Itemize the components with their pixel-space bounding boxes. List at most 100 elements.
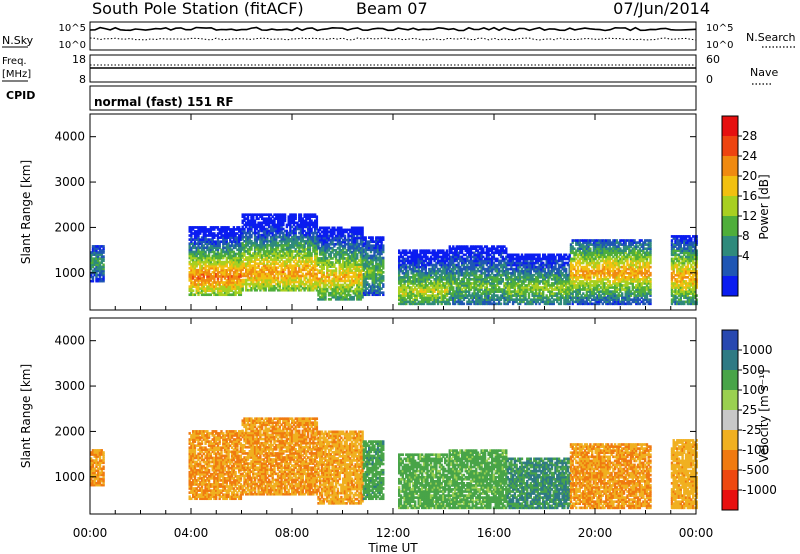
echo-cell: [283, 213, 287, 217]
echo-cell: [308, 239, 312, 243]
echo-cell: [215, 244, 218, 248]
echo-cell: [200, 242, 204, 246]
echo-cell: [296, 252, 299, 255]
echo-cell: [246, 272, 250, 276]
echo-cell: [252, 252, 255, 255]
echo-cell: [315, 235, 319, 239]
echo-cell: [245, 213, 248, 217]
echo-cell: [188, 287, 191, 290]
echo-cell: [241, 221, 244, 225]
echo-cell: [283, 262, 287, 266]
cpid-label: CPID: [6, 89, 35, 102]
echo-cell: [301, 272, 304, 276]
echo-cell: [218, 275, 221, 278]
echo-cell: [102, 245, 105, 248]
echo-cell: [306, 237, 310, 241]
echo-cell: [273, 213, 276, 217]
echo-cell: [299, 223, 303, 227]
echo-cell: [308, 235, 312, 239]
echo-cell: [322, 226, 325, 230]
echo-cell: [306, 239, 310, 243]
echo-cell: [238, 291, 241, 295]
echo-cell: [215, 273, 218, 276]
echo-cell: [320, 253, 324, 256]
echo-cell: [259, 286, 262, 290]
echo-cell: [209, 277, 213, 280]
echo-cell: [294, 217, 297, 221]
echo-cell: [222, 293, 225, 297]
echo-cell: [246, 250, 250, 253]
echo-cell: [326, 279, 329, 283]
echo-cell: [306, 221, 310, 225]
echo-cell: [289, 225, 292, 229]
echo-cell: [209, 244, 213, 248]
echo-cell: [278, 250, 281, 253]
echo-cell: [199, 283, 202, 286]
echo-cell: [314, 239, 317, 243]
echo-cell: [229, 256, 232, 260]
echo-cell: [227, 252, 230, 256]
echo-cell: [260, 278, 264, 282]
echo-cell: [255, 239, 258, 243]
echo-cell: [197, 234, 200, 237]
echo-cell: [296, 237, 299, 241]
echo-cell: [250, 264, 253, 268]
echo-cell: [294, 250, 297, 253]
echo-cell: [305, 274, 308, 278]
echo-cell: [264, 229, 267, 233]
echo-cell: [253, 268, 257, 272]
echo-cell: [204, 240, 207, 244]
echo-cell: [285, 276, 289, 280]
echo-cell: [241, 272, 244, 276]
echo-cell: [257, 225, 260, 229]
echo-cell: [294, 225, 297, 229]
echo-cell: [298, 237, 301, 241]
echo-cell: [320, 257, 324, 260]
echo-cell: [326, 283, 329, 287]
echo-cell: [222, 271, 225, 274]
echo-cell: [305, 217, 308, 221]
echo-cell: [273, 280, 276, 284]
echo-cell: [303, 233, 306, 237]
echo-cell: [273, 244, 276, 247]
echo-cell: [238, 256, 241, 260]
echo-cell: [222, 287, 225, 290]
echo-cell: [276, 270, 280, 274]
echo-cell: [264, 217, 267, 221]
echo-cell: [314, 227, 317, 231]
echo-cell: [283, 254, 287, 257]
echo-cell: [202, 293, 205, 297]
echo-cell: [283, 282, 287, 286]
echo-cell: [223, 232, 227, 235]
echo-cell: [248, 264, 251, 268]
echo-cell: [310, 262, 313, 266]
echo-cell: [269, 280, 273, 284]
echo-cell: [260, 227, 264, 231]
echo-cell: [229, 266, 232, 270]
echo-cell: [319, 289, 322, 293]
echo-cell: [320, 234, 324, 238]
echo-cell: [314, 231, 317, 235]
echo-cell: [207, 287, 211, 290]
echo-cell: [285, 280, 289, 284]
echo-cell: [269, 276, 273, 280]
echo-cell: [310, 282, 313, 286]
echo-cell: [285, 248, 289, 251]
echo-cell: [276, 262, 280, 266]
echo-cell: [271, 237, 274, 241]
echo-cell: [190, 232, 193, 235]
echo-cell: [264, 246, 267, 249]
echo-cell: [264, 237, 267, 241]
echo-cell: [230, 277, 234, 280]
echo-cell: [230, 228, 234, 231]
echo-cell: [192, 228, 195, 231]
echo-cell: [197, 262, 200, 266]
echo-cell: [382, 291, 385, 295]
echo-cell: [225, 248, 228, 252]
echo-cell: [220, 232, 223, 235]
echo-cell: [292, 266, 296, 270]
echo-cell: [190, 228, 193, 231]
echo-cell: [190, 287, 193, 290]
echo-cell: [209, 230, 213, 233]
echo-cell: [248, 239, 251, 243]
